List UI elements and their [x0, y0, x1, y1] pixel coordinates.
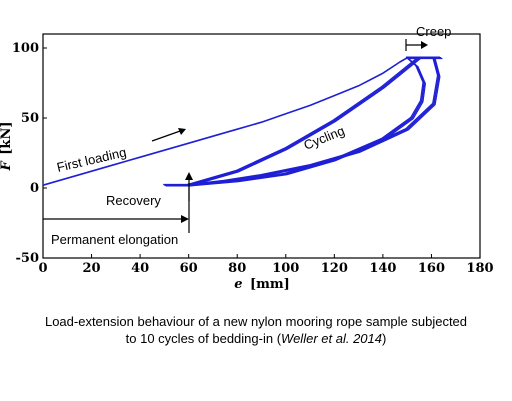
x-tick-label: 120: [321, 261, 348, 276]
permanent-elongation-arrowhead: [181, 215, 189, 223]
series-line-cycle-loading-cycle-2: [189, 58, 421, 187]
y-tick-label: -50: [16, 251, 40, 266]
y-tick-label: 50: [21, 111, 39, 126]
series-line-cycle-loading: [188, 57, 420, 186]
first-loading-arrow: [151, 129, 184, 142]
x-tick-label: 0: [38, 261, 47, 276]
figure-caption: Load-extension behaviour of a new nylon …: [44, 314, 468, 346]
first-loading-arrowhead: [178, 128, 186, 135]
x-axis-unit: [mm]: [250, 277, 290, 292]
series-line-cycle-unloading: [188, 57, 440, 186]
y-axis-label: F [kN]: [0, 122, 14, 172]
recovery-arrowhead: [185, 172, 193, 180]
x-tick-label: 20: [83, 261, 101, 276]
series-line-cycle-unloading-cycle-1: [187, 56, 439, 186]
annotation-arrows: [43, 39, 428, 233]
creep-label: Creep: [416, 24, 451, 39]
caption-text: Load-extension behaviour of a new nylon …: [44, 314, 468, 346]
first-loading-label: First loading: [55, 144, 127, 175]
y-tick-label: 100: [12, 41, 39, 56]
series-line-unloading-cycle-2: [165, 58, 427, 187]
y-axis-ticks: -50 0 50 100: [12, 41, 47, 266]
x-tick-label: 40: [131, 261, 149, 276]
caption-citation-year: 2014: [353, 331, 382, 346]
y-tick-label: 0: [30, 181, 39, 196]
recovery-label: Recovery: [106, 193, 161, 208]
y-axis-symbol: F: [0, 160, 14, 171]
y-axis-unit: [kN]: [0, 122, 14, 155]
permanent-elongation-label: Permanent elongation: [51, 232, 178, 247]
x-tick-label: 60: [180, 261, 198, 276]
series-line-cycle-unloading-cycle-2: [189, 58, 441, 187]
x-axis-ticks: 0 20 40 60 80 100 120 140 160 180: [38, 254, 494, 276]
x-axis-symbol: e: [234, 277, 242, 292]
x-tick-label: 100: [272, 261, 299, 276]
series-line-unloading-cycle-1: [163, 56, 424, 186]
series-line-unloading: [164, 57, 426, 186]
x-tick-label: 180: [466, 261, 493, 276]
x-tick-label: 140: [369, 261, 396, 276]
series-line-cycle-loading-cycle-1: [187, 56, 419, 186]
x-tick-label: 80: [228, 261, 246, 276]
x-axis-label: e [mm]: [234, 277, 290, 292]
creep-arrowhead: [421, 41, 428, 49]
caption-citation-authors: Weller et al.: [281, 331, 350, 346]
x-tick-label: 160: [418, 261, 445, 276]
chart: First loading Cycling Creep Recovery Per…: [0, 24, 494, 292]
hysteresis-curves: [42, 56, 443, 187]
plot-frame: [42, 33, 481, 259]
series-line-first-loading: [42, 57, 408, 186]
